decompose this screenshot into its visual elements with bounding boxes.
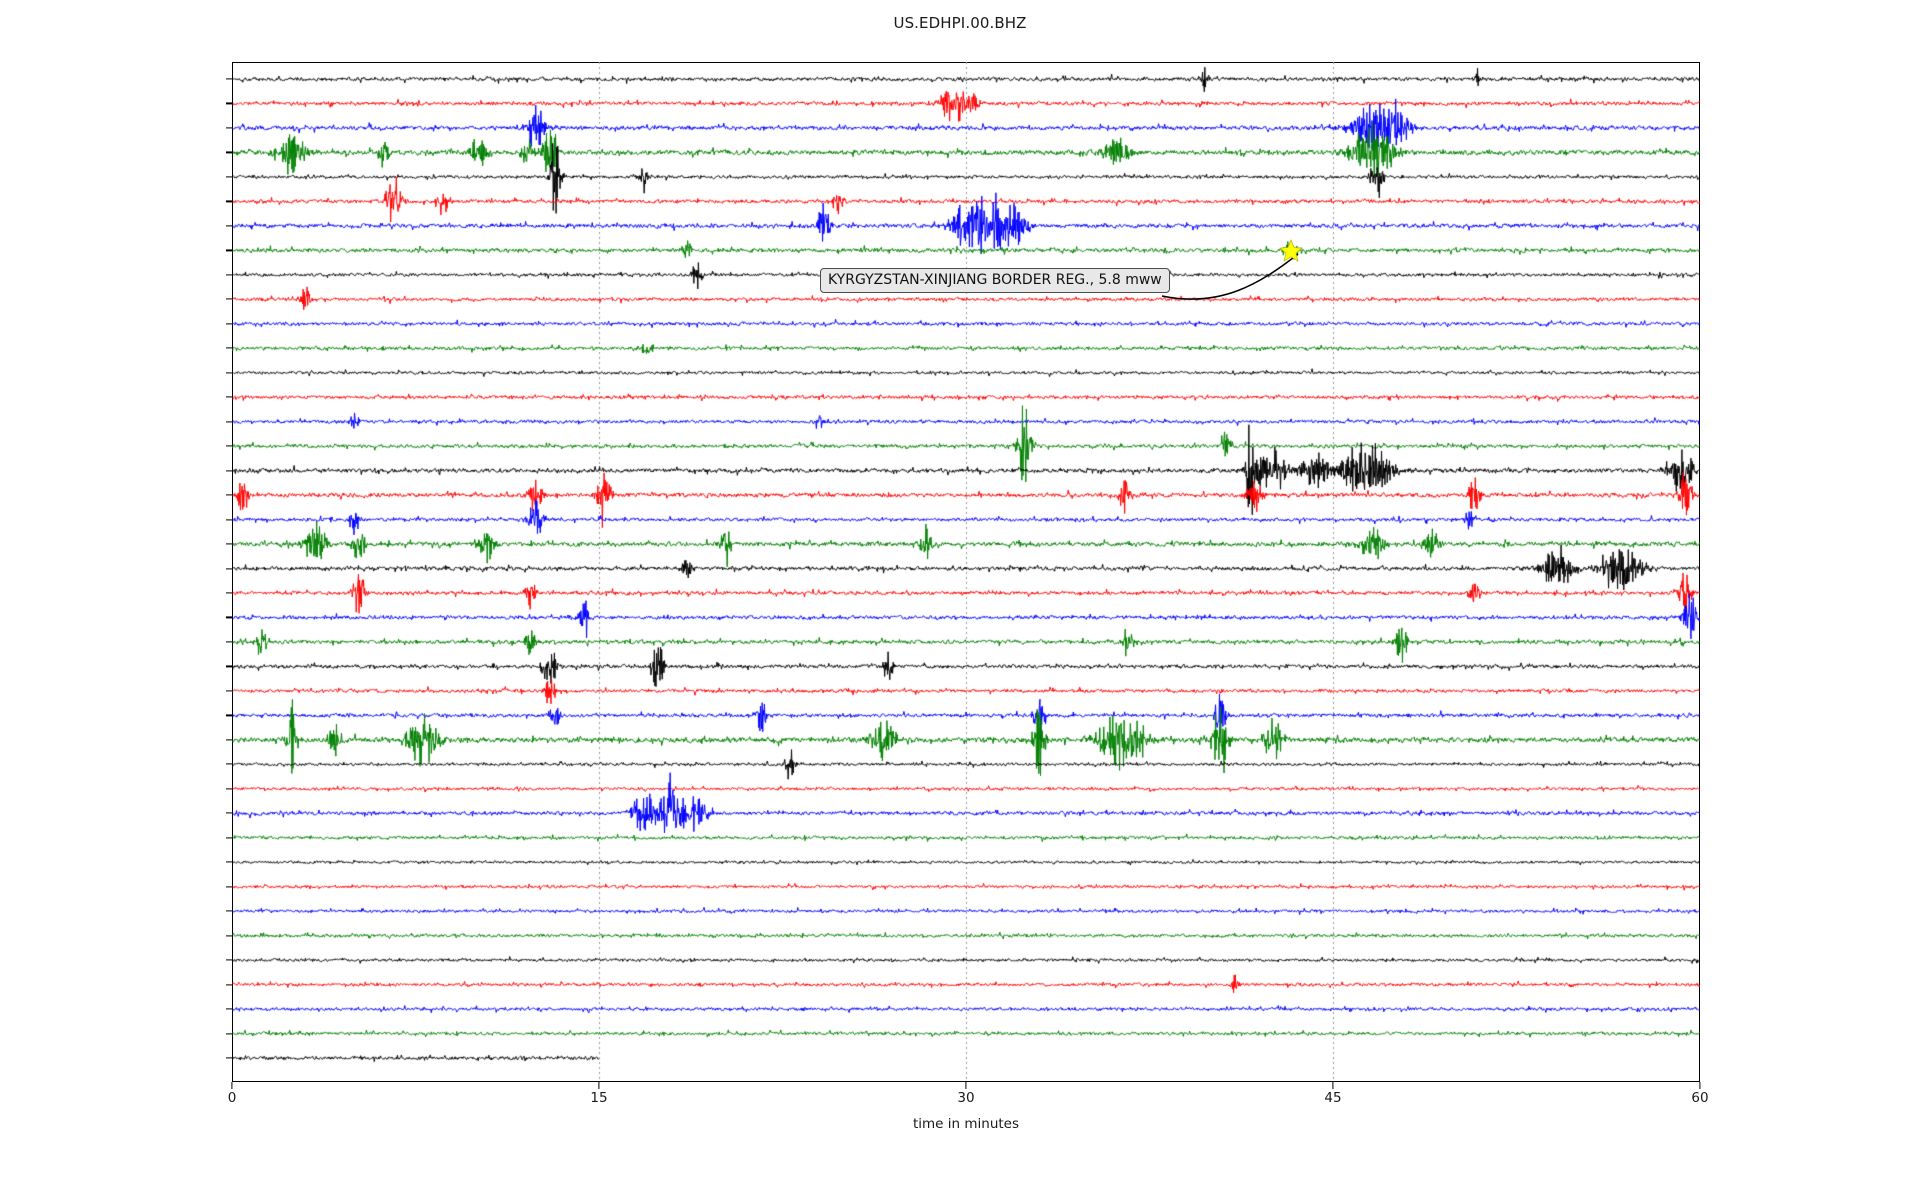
y-axis-tick-mark (226, 861, 233, 863)
y-axis-tick-mark (226, 298, 233, 300)
y-axis-tick-mark (226, 714, 233, 716)
y-axis-tick-mark (226, 1008, 233, 1010)
y-axis-tick-mark (226, 959, 233, 961)
y-axis-tick-mark (226, 372, 233, 374)
y-axis-tick-mark (226, 910, 233, 912)
y-axis-tick-mark (226, 935, 233, 937)
y-axis-tick-mark (226, 396, 233, 398)
y-axis-tick-mark (226, 494, 233, 496)
y-axis-tick-mark (226, 983, 233, 986)
y-axis-tick-mark (226, 127, 233, 129)
y-axis-tick-mark (226, 518, 233, 521)
y-axis-tick-mark (226, 616, 233, 619)
x-axis-tick-mark (231, 1082, 233, 1089)
x-axis-tick-label: 60 (1691, 1090, 1709, 1106)
x-axis-tick-label: 30 (957, 1090, 975, 1106)
y-axis-tick-mark (226, 421, 233, 423)
x-axis-tick-mark (965, 1082, 967, 1089)
x-axis-tick-mark (598, 1082, 600, 1089)
y-axis-tick-mark (226, 151, 233, 154)
y-axis-tick-mark (226, 592, 233, 594)
y-axis-tick-mark (226, 690, 233, 692)
y-axis-tick-mark (226, 763, 233, 765)
y-axis-tick-mark (226, 812, 233, 814)
y-axis-tick-mark (226, 788, 233, 790)
y-axis-tick-mark (226, 274, 233, 276)
y-axis-tick-mark (226, 225, 233, 227)
y-axis-tick-mark (226, 176, 233, 178)
y-axis-tick-mark (226, 102, 233, 105)
y-axis-tick-mark (226, 323, 233, 325)
y-axis-tick-mark (226, 1057, 233, 1059)
y-axis-tick-mark (226, 200, 233, 202)
y-axis-tick-mark (226, 665, 233, 667)
x-axis-tick-mark (1332, 1082, 1334, 1089)
seismogram-traces-canvas (232, 62, 1700, 1082)
y-axis-tick-mark (226, 1032, 233, 1035)
x-axis-title: time in minutes (912, 1116, 1020, 1132)
y-axis-tick-mark (226, 886, 233, 888)
y-axis-tick-mark (226, 543, 233, 545)
event-annotation-label: KYRGYZSTAN-XINJIANG BORDER REG., 5.8 mww (820, 268, 1170, 294)
x-axis-tick-label: 45 (1324, 1090, 1342, 1106)
y-axis-tick-mark (226, 567, 233, 570)
y-axis-tick-group: 00:00:0801:00:0802:00:0803:00:0804:00:08… (0, 0, 233, 1200)
y-axis-tick-mark (226, 249, 233, 251)
y-axis-tick-mark (226, 739, 233, 741)
y-axis-tick-mark (226, 837, 233, 839)
y-axis-tick-mark (226, 445, 233, 447)
x-axis-tick-label: 15 (590, 1090, 608, 1106)
x-axis-tick-mark (1699, 1082, 1701, 1089)
y-axis-tick-mark (226, 347, 233, 349)
y-axis-tick-mark (226, 78, 233, 80)
page-title: US.EDHPI.00.BHZ (893, 14, 1027, 32)
y-axis-tick-mark (226, 641, 233, 643)
x-axis-tick-label: 0 (227, 1090, 237, 1106)
y-axis-tick-mark (226, 470, 233, 472)
